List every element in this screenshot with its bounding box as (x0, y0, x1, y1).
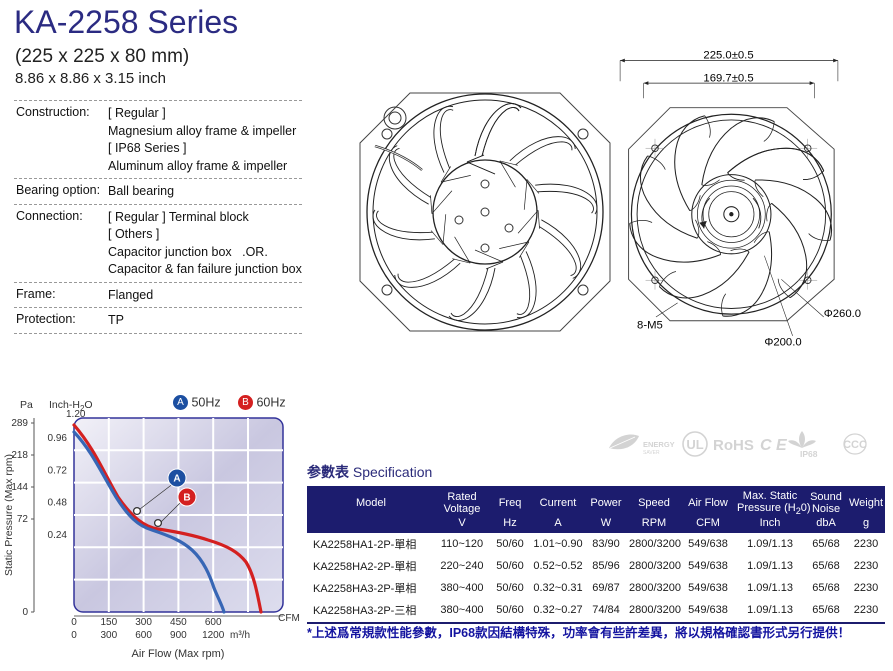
svg-text:RoHS: RoHS (713, 437, 754, 454)
svg-text:CFM: CFM (278, 613, 300, 624)
svg-text:900: 900 (170, 630, 187, 641)
svg-text:300: 300 (135, 617, 152, 628)
svg-text:SAVER: SAVER (643, 450, 660, 456)
svg-text:A: A (173, 474, 180, 485)
svg-text:8-M5: 8-M5 (637, 319, 663, 331)
svg-text:0: 0 (71, 630, 77, 641)
svg-text:0.48: 0.48 (48, 498, 68, 509)
svg-text:150: 150 (100, 617, 117, 628)
svg-text:169.7±0.5: 169.7±0.5 (703, 72, 753, 84)
svg-text:144: 144 (11, 482, 28, 493)
svg-text:0: 0 (71, 617, 77, 628)
svg-text:0.24: 0.24 (48, 530, 68, 541)
svg-text:600: 600 (135, 630, 152, 641)
svg-text:CCC: CCC (843, 439, 867, 451)
svg-text:UL: UL (686, 437, 703, 452)
svg-text:600: 600 (205, 617, 222, 628)
svg-text:ENERGY: ENERGY (643, 440, 675, 449)
svg-text:IP68: IP68 (800, 449, 818, 459)
svg-text:72: 72 (17, 514, 29, 525)
svg-text:289: 289 (11, 418, 28, 429)
svg-text:m³/h: m³/h (230, 630, 250, 641)
svg-text:450: 450 (170, 617, 187, 628)
svg-text:1200: 1200 (202, 630, 225, 641)
svg-text:Static Pressure (Max rpm): Static Pressure (Max rpm) (3, 454, 15, 576)
svg-text:Φ200.0: Φ200.0 (764, 336, 801, 348)
svg-text:0.96: 0.96 (48, 433, 68, 444)
svg-text:0.72: 0.72 (48, 465, 68, 476)
svg-text:C E: C E (760, 437, 788, 454)
svg-text:225.0±0.5: 225.0±0.5 (703, 50, 753, 62)
svg-text:218: 218 (11, 450, 28, 461)
svg-text:Air Flow (Max rpm): Air Flow (Max rpm) (132, 648, 225, 660)
svg-text:300: 300 (100, 630, 117, 641)
svg-text:0: 0 (22, 607, 28, 618)
svg-text:Φ260.0: Φ260.0 (824, 308, 861, 320)
svg-text:B: B (183, 493, 190, 504)
